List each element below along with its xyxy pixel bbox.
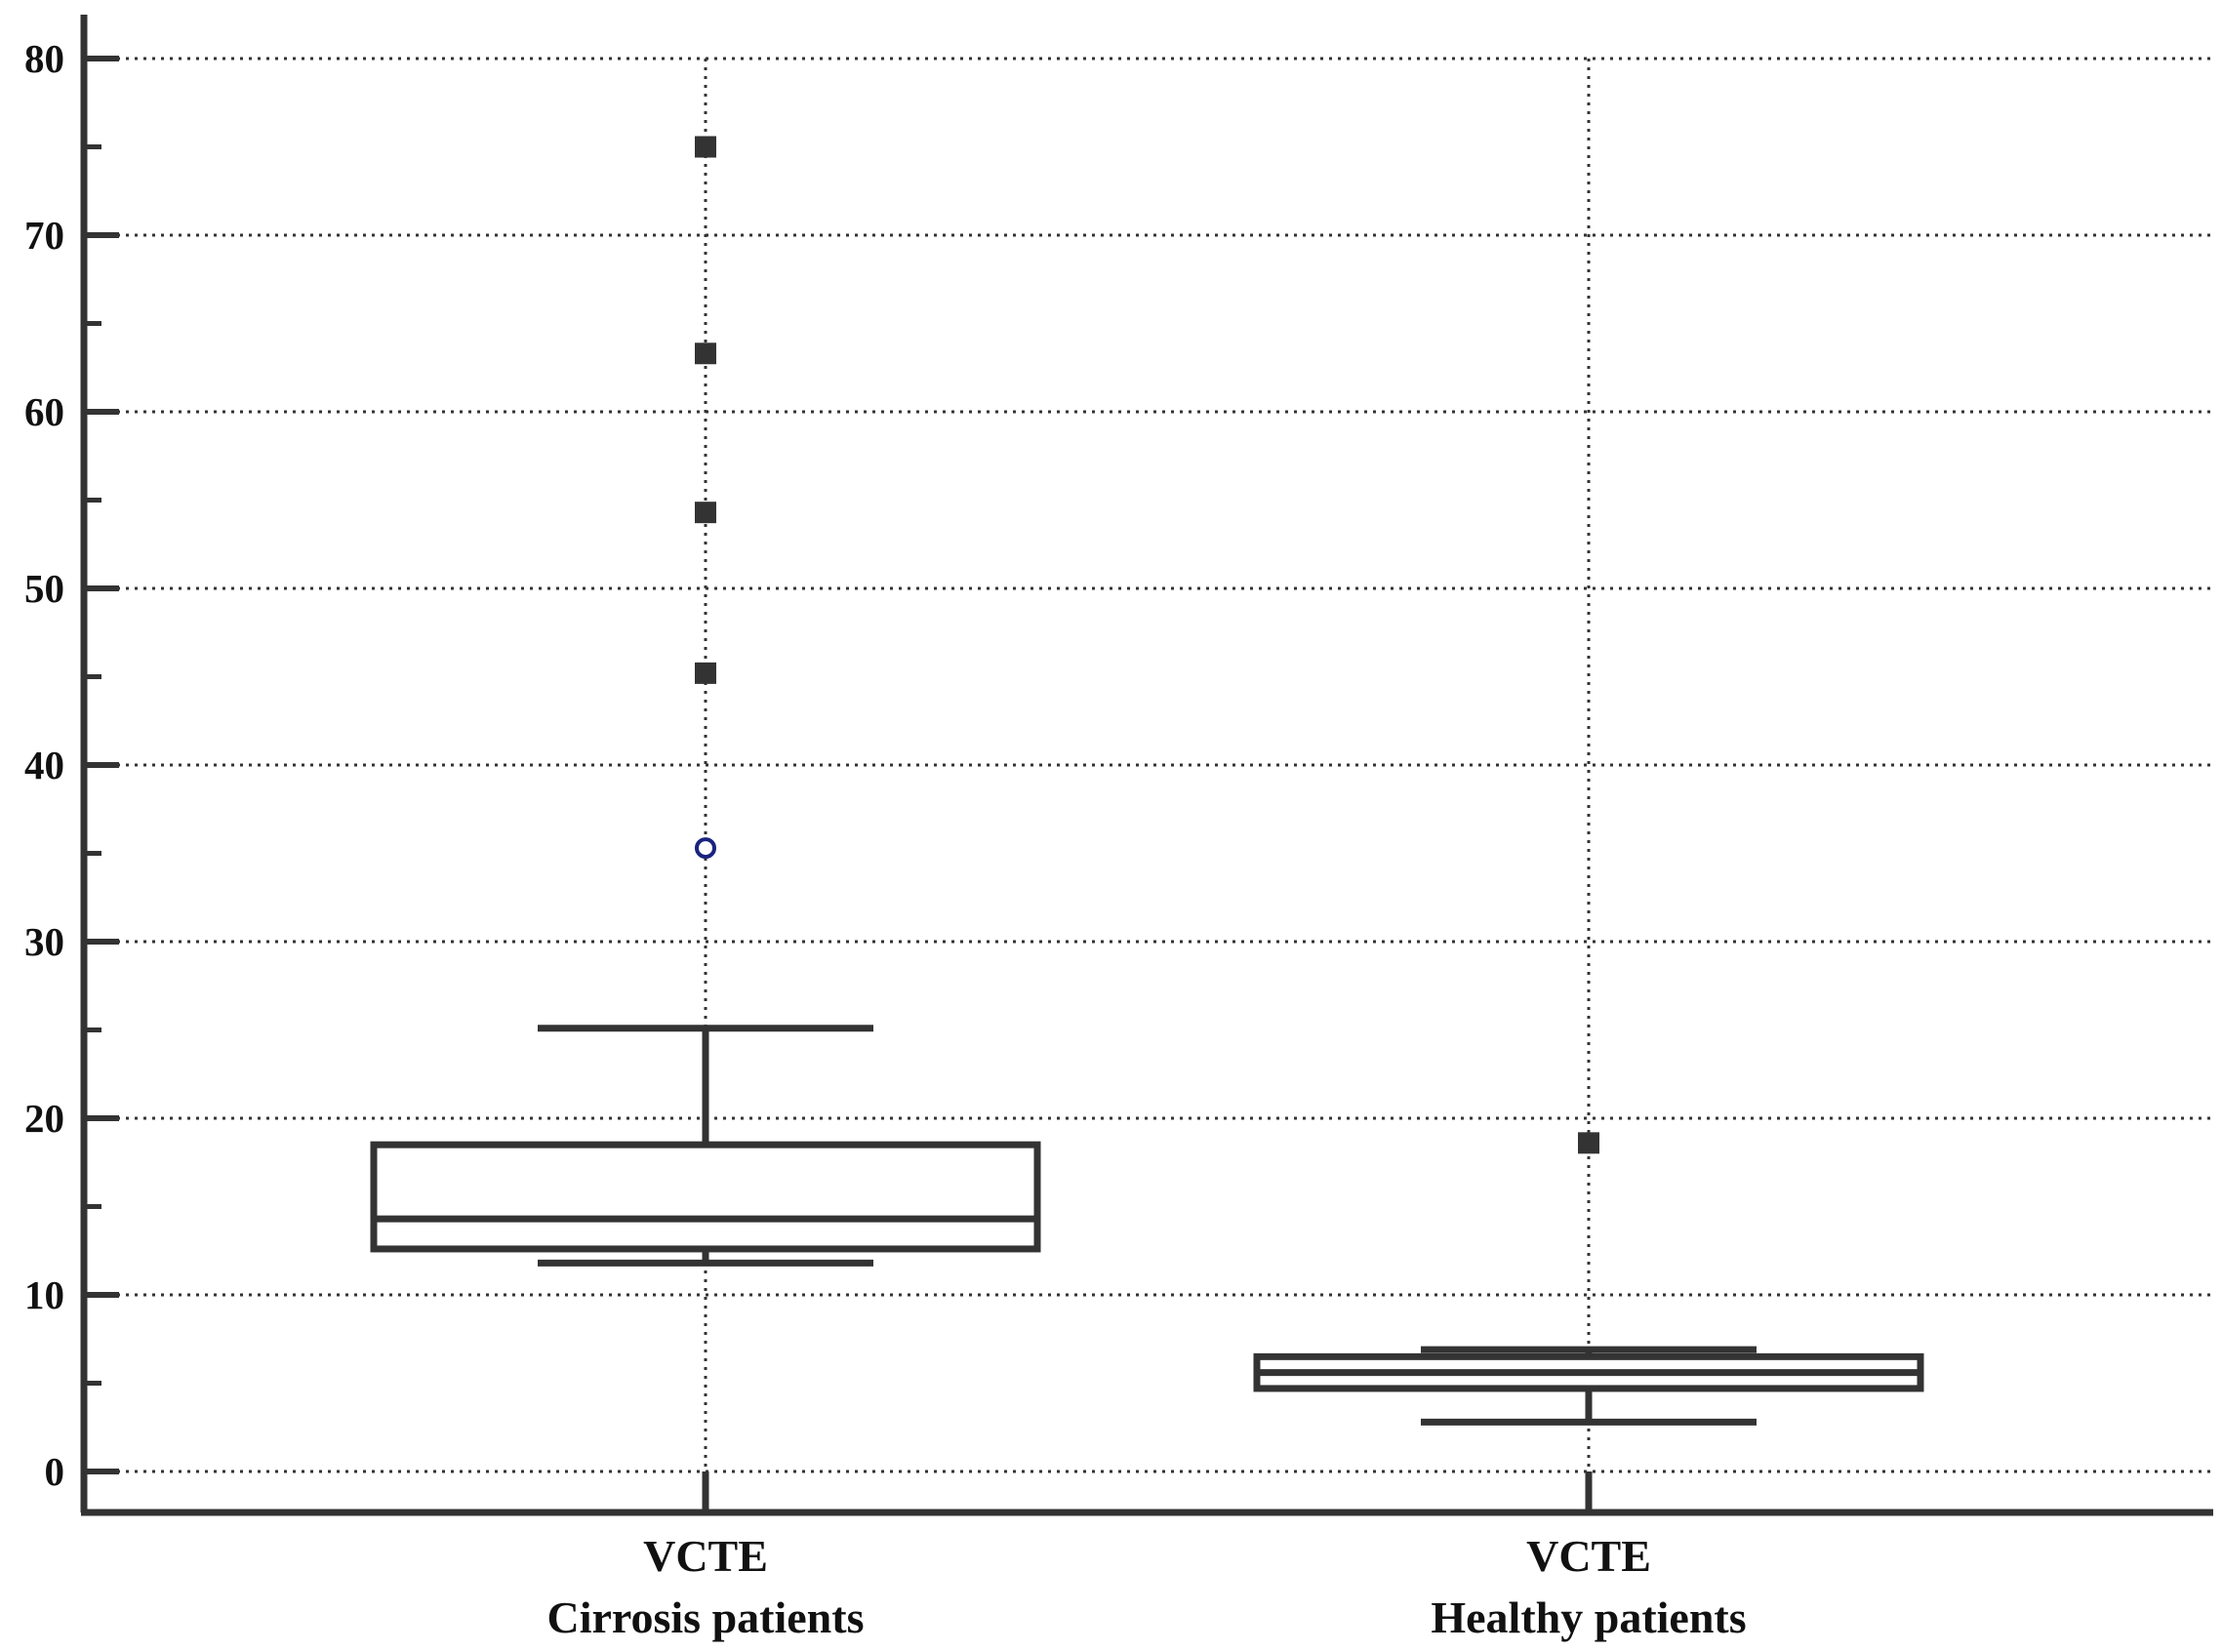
x-category-sublabel: Cirrosis patients — [547, 1592, 865, 1642]
grid-layer — [117, 57, 2213, 1473]
far-out-marker — [695, 502, 716, 524]
y-tick-label: 10 — [24, 1272, 64, 1317]
label-layer: 0 10 20 30 40 50 60 70 80 VCTE Cirrosis patients VC… — [24, 36, 1747, 1642]
far-out-marker — [695, 342, 716, 365]
box-iqr — [370, 1141, 1041, 1253]
box-layer — [370, 136, 1924, 1426]
y-tick-label: 20 — [24, 1096, 64, 1141]
x-category-label: VCTE — [1526, 1531, 1651, 1581]
y-tick-label: 50 — [24, 566, 64, 611]
y-tick-label: 30 — [24, 919, 64, 964]
far-out-marker — [1578, 1132, 1599, 1154]
x-category-sublabel: Healthy patients — [1431, 1592, 1746, 1642]
far-out-marker — [695, 662, 716, 684]
y-tick-label: 60 — [24, 389, 64, 434]
axis-layer — [80, 15, 2213, 1516]
outside-marker — [695, 837, 716, 860]
far-out-marker — [695, 136, 716, 158]
x-category-label: VCTE — [643, 1531, 768, 1581]
y-tick-label: 80 — [24, 36, 64, 81]
y-tick-label: 40 — [24, 743, 64, 787]
y-tick-label: 0 — [45, 1449, 65, 1494]
y-tick-label: 70 — [24, 213, 64, 258]
